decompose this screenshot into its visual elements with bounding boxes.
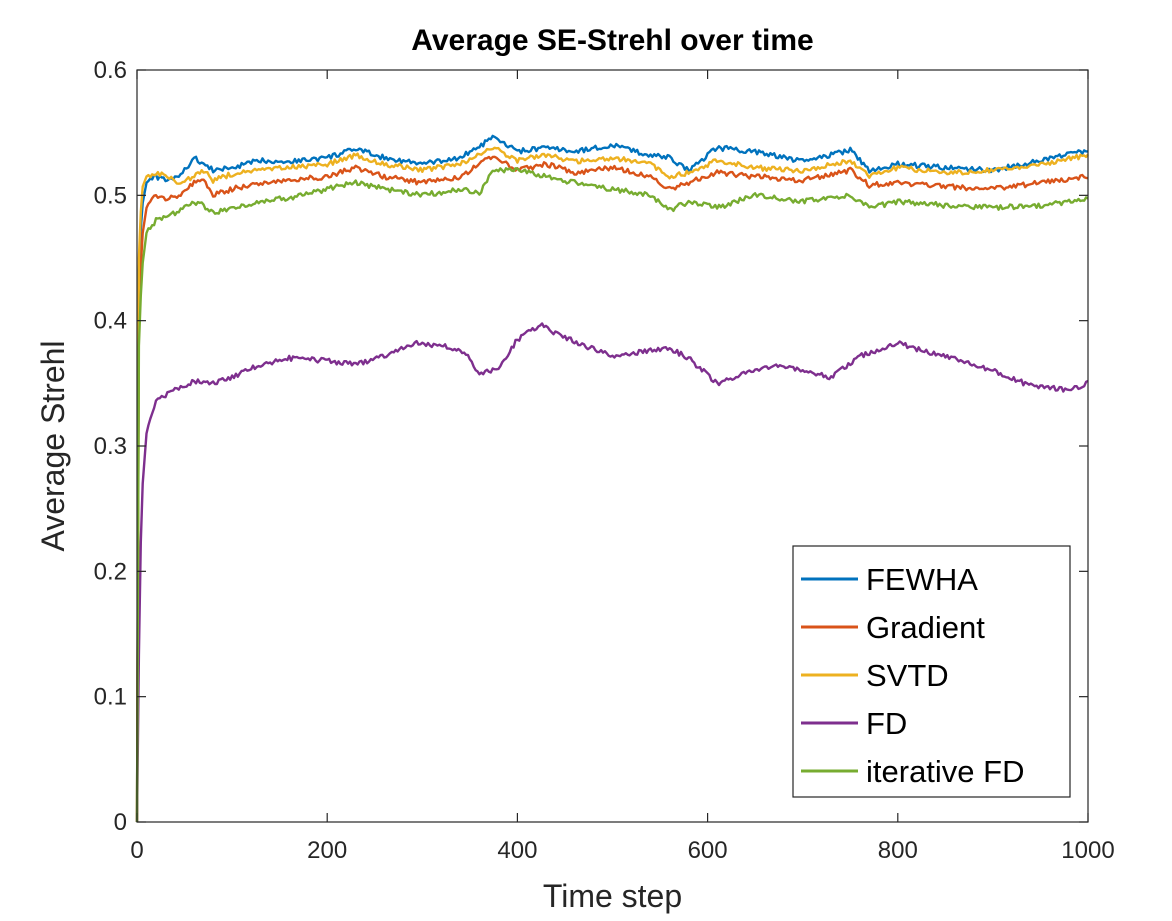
y-axis-label: Average Strehl xyxy=(35,340,71,551)
series-line-fd xyxy=(135,322,1089,823)
y-tick-label: 0.5 xyxy=(94,182,127,209)
tick-layer: 0 200 400 600 800 1000 0 0.1 0.2 0.3 0.4 0.5 0.6 xyxy=(94,57,1115,864)
series-line-gradient xyxy=(135,155,1089,823)
legend-label: iterative FD xyxy=(866,754,1024,789)
legend-label: FEWHA xyxy=(866,562,978,597)
legend-label: SVTD xyxy=(866,658,949,693)
legend-label: FD xyxy=(866,706,907,741)
legend-entries: FEWHA Gradient SVTD FD iterative FD xyxy=(801,562,1024,789)
x-tick-label: 200 xyxy=(307,837,347,864)
y-tick-label: 0.4 xyxy=(94,308,127,335)
series-layer xyxy=(135,134,1089,823)
x-tick-label: 600 xyxy=(688,837,728,864)
series-line-fewha xyxy=(135,134,1088,823)
y-tick-label: 0.2 xyxy=(94,558,127,585)
y-tick-label: 0.3 xyxy=(94,433,127,460)
x-tick-label: 0 xyxy=(130,837,143,864)
legend-label: Gradient xyxy=(866,610,985,645)
x-tick-label: 1000 xyxy=(1061,837,1114,864)
legend: FEWHA Gradient SVTD FD iterative FD xyxy=(792,545,1071,798)
y-tick-label: 0.6 xyxy=(94,57,127,84)
y-tick-label: 0 xyxy=(114,809,127,836)
legend-box xyxy=(792,545,1071,798)
x-tick-label: 800 xyxy=(878,837,918,864)
y-tick-label: 0.1 xyxy=(94,684,127,711)
x-tick-label: 400 xyxy=(497,837,537,864)
x-axis-label: Time step xyxy=(543,878,682,914)
series-line-iterative-fd xyxy=(135,167,1089,823)
chart-title: Average SE-Strehl over time xyxy=(411,24,813,57)
series-line-svtd xyxy=(135,146,1089,823)
